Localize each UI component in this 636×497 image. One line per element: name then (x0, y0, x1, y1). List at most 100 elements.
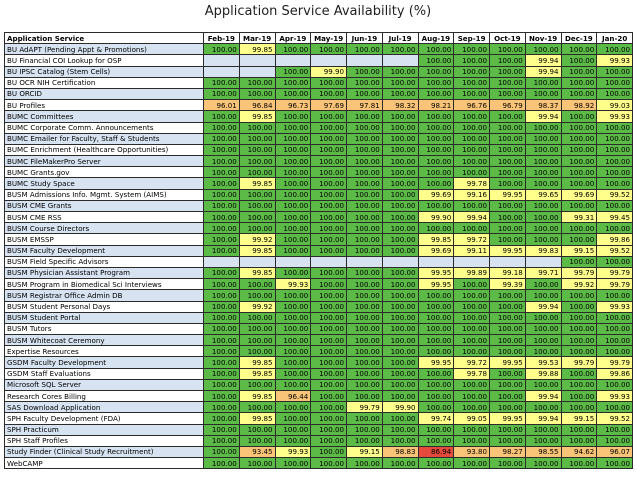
availability-cell: 100.00 (489, 132, 526, 145)
availability-cell: 100.00 (417, 423, 455, 436)
table-row: BUMC Study Space 100.00 99.85 100.00 100.00 1… (4, 177, 633, 190)
availability-cell: 100.00 (417, 289, 455, 302)
availability-cell: 100.00 (346, 166, 383, 179)
availability-cell (346, 54, 383, 67)
column-header-month: May-19 (310, 31, 347, 45)
availability-cell: 100.00 (310, 143, 347, 157)
availability-cell: 100.00 (489, 222, 526, 235)
availability-cell: 100.00 (203, 188, 240, 201)
availability-cell: 100.00 (238, 289, 276, 302)
availability-cell: 100.00 (381, 300, 419, 313)
availability-cell: 100.00 (596, 65, 633, 78)
availability-cell: 100.00 (310, 233, 347, 246)
service-name-cell: BUMC FileMakerPro Server (4, 155, 204, 168)
availability-cell: 100.00 (346, 199, 383, 213)
availability-cell (524, 255, 562, 268)
service-name-cell: BUSM Tutors (4, 322, 204, 336)
availability-cell: 100.00 (274, 300, 312, 313)
availability-cell: 100.00 (489, 76, 526, 89)
availability-cell: 100.00 (524, 378, 562, 392)
availability-cell: 100.00 (417, 155, 455, 168)
availability-cell: 100.00 (524, 233, 562, 246)
availability-cell: 100.00 (238, 155, 276, 168)
availability-cell: 99.85 (238, 412, 276, 425)
service-name-cell: BUSM Admissions Info. Mgmt. System (AIMS… (4, 188, 204, 201)
availability-cell: 100.00 (489, 199, 526, 213)
availability-cell: 100.00 (346, 110, 383, 123)
table-row: SPH Practicum 100.00 100.00 100.00 100.00 100… (4, 423, 633, 436)
availability-cell: 100.00 (238, 401, 276, 414)
availability-cell: 100.00 (381, 334, 419, 347)
availability-cell: 100.00 (453, 166, 490, 179)
availability-cell: 100.00 (453, 76, 490, 89)
availability-cell: 100.00 (560, 121, 598, 134)
availability-cell: 99.90 (381, 401, 419, 414)
table-row: SPH Faculty Development (FDA) 100.00 99.85… (4, 412, 633, 425)
availability-cell: 99.83 (524, 244, 562, 257)
service-name-cell: SPH Faculty Development (FDA) (4, 412, 204, 425)
availability-cell: 100.00 (310, 222, 347, 235)
availability-cell: 100.00 (381, 356, 419, 369)
availability-cell: 100.00 (489, 87, 526, 101)
availability-cell: 100.00 (560, 345, 598, 358)
availability-cell (381, 54, 419, 67)
availability-cell: 100.00 (489, 54, 526, 67)
service-name-cell: BU AdAPT (Pending Appt & Promotions) (4, 43, 204, 56)
availability-cell: 100.00 (524, 345, 562, 358)
availability-cell: 100.00 (417, 54, 455, 67)
table-row: BUSM Faculty Development 100.00 99.85 100.0… (4, 244, 633, 257)
table-row: BUMC Grants.gov 100.00 100.00 100.00 100.00 1… (4, 166, 633, 179)
availability-cell: 100.00 (381, 43, 419, 56)
availability-cell: 100.00 (524, 132, 562, 145)
availability-cell: 98.32 (381, 99, 419, 112)
availability-cell: 100.00 (274, 356, 312, 369)
availability-cell: 99.72 (453, 356, 490, 369)
availability-cell (346, 255, 383, 268)
availability-cell: 100.00 (453, 87, 490, 101)
availability-cell: 100.00 (274, 367, 312, 380)
availability-cell: 100.00 (346, 244, 383, 257)
availability-cell: 100.00 (238, 121, 276, 134)
availability-cell: 100.00 (560, 65, 598, 78)
availability-cell: 100.00 (560, 311, 598, 324)
availability-cell: 100.00 (203, 155, 240, 168)
availability-cell: 100.00 (560, 300, 598, 313)
availability-cell: 100.00 (381, 412, 419, 425)
availability-cell: 100.00 (560, 401, 598, 414)
availability-cell: 100.00 (274, 233, 312, 246)
availability-cell: 99.79 (596, 356, 633, 369)
availability-cell: 99.85 (238, 367, 276, 380)
availability-cell: 100.00 (489, 378, 526, 392)
availability-cell: 100.00 (346, 311, 383, 324)
availability-cell: 100.00 (560, 334, 598, 347)
availability-cell: 100.00 (489, 300, 526, 313)
column-header-month: Oct-19 (489, 31, 526, 45)
availability-cell: 99.92 (238, 233, 276, 246)
availability-cell: 100.00 (203, 378, 240, 392)
availability-cell: 100.00 (417, 367, 455, 380)
availability-cell: 100.00 (596, 121, 633, 134)
availability-cell: 100.00 (453, 278, 490, 291)
availability-cell: 96.79 (489, 99, 526, 112)
availability-cell: 100.00 (560, 166, 598, 179)
availability-cell: 100.00 (203, 222, 240, 235)
availability-cell: 100.00 (238, 311, 276, 324)
availability-cell: 100.00 (524, 143, 562, 157)
service-name-cell: BU IPSC Catalog (Stem Cells) (4, 65, 204, 78)
availability-cell: 98.37 (524, 99, 562, 112)
availability-cell: 99.94 (524, 300, 562, 313)
availability-cell: 100.00 (596, 255, 633, 268)
availability-cell: 100.00 (238, 132, 276, 145)
availability-cell: 100.00 (489, 367, 526, 380)
availability-cell (238, 255, 276, 268)
availability-cell: 99.79 (560, 266, 598, 280)
availability-cell: 99.93 (596, 110, 633, 123)
availability-cell: 100.00 (381, 278, 419, 291)
availability-cell: 99.85 (238, 43, 276, 56)
header-row: Application Service Feb-19 Mar-19 Apr-19 May… (4, 31, 633, 45)
availability-cell: 98.55 (524, 445, 562, 459)
availability-cell: 100.00 (381, 222, 419, 235)
availability-cell: 100.00 (274, 155, 312, 168)
service-name-cell: BUSM EMSSP (4, 233, 204, 246)
availability-cell: 100.00 (238, 143, 276, 157)
